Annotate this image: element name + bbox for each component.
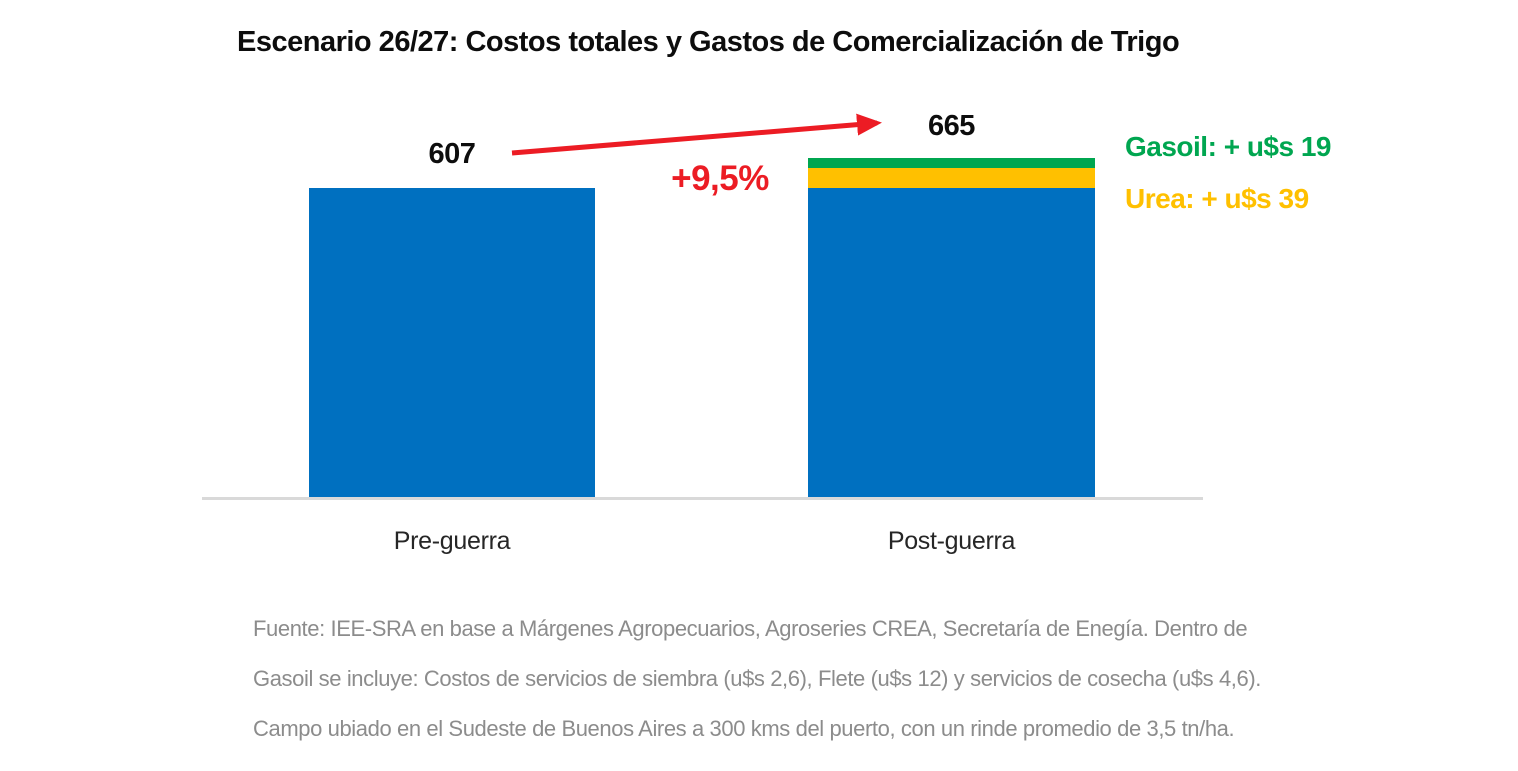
footnote-line-3: Campo ubiado en el Sudeste de Buenos Air… <box>253 716 1235 741</box>
urea-note: Urea: + u$s 39 <box>1125 183 1309 214</box>
bar-segment-gasoil <box>808 158 1095 168</box>
category-label-post: Post-guerra <box>887 527 1016 555</box>
bar-segment-base <box>309 188 595 497</box>
footnote-line-2: Gasoil se incluye: Costos de servicios d… <box>253 666 1261 691</box>
footnote-line-1: Fuente: IEE-SRA en base a Márgenes Agrop… <box>253 616 1248 641</box>
bar-segment-urea <box>808 168 1095 188</box>
source-footnote: Fuente: IEE-SRA en base a Márgenes Agrop… <box>253 604 1373 754</box>
bar-post-guerra <box>808 158 1095 497</box>
bar-segment-base <box>808 188 1095 497</box>
category-label-pre: Pre-guerra <box>393 527 511 555</box>
page-title: Escenario 26/27: Costos totales y Gastos… <box>237 26 1180 58</box>
gasoil-note: Gasoil: + u$s 19 <box>1125 131 1332 162</box>
x-axis-line <box>202 497 1203 500</box>
bar-value-label-pre: 607 <box>428 138 476 170</box>
increase-arrow <box>511 113 882 156</box>
bar-value-label-post: 665 <box>928 110 975 142</box>
bar-pre-guerra <box>309 188 595 497</box>
percent-change-label: +9,5% <box>671 159 769 198</box>
